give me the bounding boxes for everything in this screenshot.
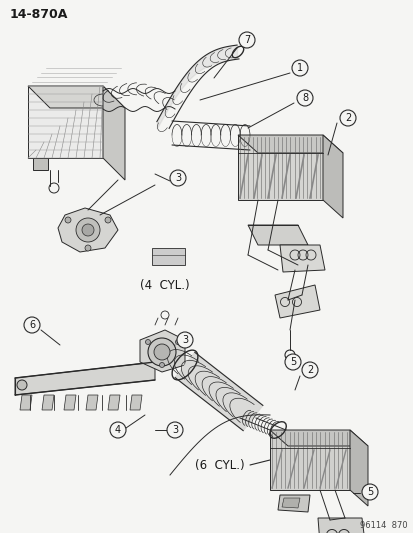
Circle shape [154,344,170,360]
Circle shape [177,332,192,348]
Circle shape [65,217,71,223]
Polygon shape [28,86,103,158]
Polygon shape [42,395,54,410]
Text: 4: 4 [115,425,121,435]
Circle shape [339,110,355,126]
Polygon shape [269,430,367,446]
Text: 3: 3 [171,425,178,435]
Polygon shape [247,225,307,245]
Polygon shape [237,135,342,153]
Polygon shape [33,158,48,170]
Text: 8: 8 [301,93,307,103]
Polygon shape [20,395,32,410]
Circle shape [105,217,111,223]
Circle shape [17,380,27,390]
Polygon shape [28,86,125,108]
Circle shape [175,340,180,344]
Text: 5: 5 [289,357,295,367]
Polygon shape [130,395,142,410]
Circle shape [361,484,377,500]
Polygon shape [103,86,125,180]
Polygon shape [108,395,120,410]
Text: 2: 2 [306,365,312,375]
Text: 3: 3 [181,335,188,345]
Text: 14-870A: 14-870A [10,8,68,21]
Polygon shape [281,498,299,508]
Text: 5: 5 [366,487,372,497]
Circle shape [82,224,94,236]
Polygon shape [64,395,76,410]
Text: (6  CYL.): (6 CYL.) [195,458,244,472]
Text: 7: 7 [243,35,249,45]
Polygon shape [322,135,342,218]
Circle shape [170,170,185,186]
Circle shape [296,90,312,106]
Circle shape [159,362,164,367]
Polygon shape [15,362,154,395]
Polygon shape [269,430,349,490]
Circle shape [301,362,317,378]
Text: 96114  870: 96114 870 [359,521,407,530]
Circle shape [291,60,307,76]
Text: 3: 3 [175,173,180,183]
Text: 1: 1 [296,63,302,73]
Circle shape [166,422,183,438]
Polygon shape [317,518,364,533]
Polygon shape [175,352,262,431]
Polygon shape [237,135,322,200]
Circle shape [145,340,150,344]
Polygon shape [140,330,185,372]
Circle shape [76,218,100,242]
Circle shape [238,32,254,48]
Circle shape [85,245,91,251]
Polygon shape [274,285,319,318]
Polygon shape [152,248,185,265]
Text: (4  CYL.): (4 CYL.) [140,279,189,292]
Text: 6: 6 [29,320,35,330]
Polygon shape [349,430,367,506]
Text: 2: 2 [344,113,350,123]
Polygon shape [279,245,324,272]
Circle shape [24,317,40,333]
Polygon shape [86,395,98,410]
Circle shape [284,354,300,370]
Polygon shape [58,208,118,252]
Circle shape [147,338,176,366]
Circle shape [110,422,126,438]
Polygon shape [277,495,309,512]
